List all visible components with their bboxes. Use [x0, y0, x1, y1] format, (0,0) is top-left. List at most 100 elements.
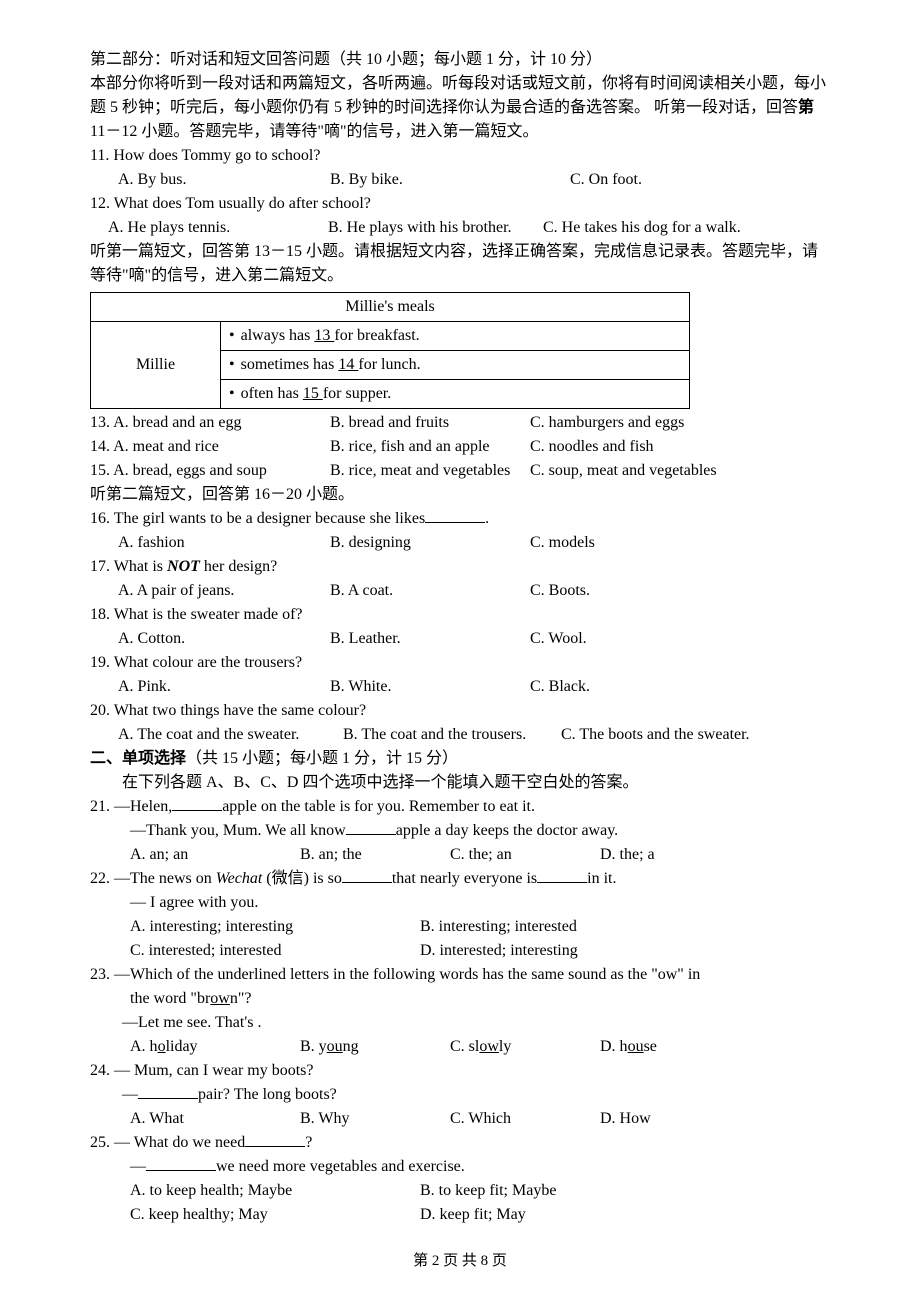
q15-c: C. soup, meat and vegetables: [530, 459, 717, 483]
q17-a: A. A pair of jeans.: [90, 579, 330, 603]
q22-a: A. interesting; interesting: [130, 915, 420, 939]
table-row-1: •always has 13 for breakfast.: [221, 322, 690, 351]
q24-options: A. What B. Why C. Which D. How: [90, 1107, 830, 1131]
q13-c: C. hamburgers and eggs: [530, 411, 684, 435]
q19-b: B. White.: [330, 675, 530, 699]
q16-s2: .: [485, 510, 489, 527]
q25-l1: 25. — What do we need?: [90, 1131, 830, 1155]
q20-b: B. The coat and the trousers.: [343, 723, 561, 747]
q16-c: C. models: [530, 531, 595, 555]
t: liday: [166, 1038, 198, 1055]
q13-options: 13. A. bread and an egg B. bread and fru…: [90, 411, 830, 435]
q21-l2: —Thank you, Mum. We all knowapple a day …: [90, 819, 830, 843]
q25-d: D. keep fit; May: [420, 1203, 526, 1227]
q20-c: C. The boots and the sweater.: [561, 723, 750, 747]
blank: [245, 1131, 305, 1147]
q25-b: B. to keep fit; Maybe: [420, 1179, 556, 1203]
q18-options: A. Cotton. B. Leather. C. Wool.: [90, 627, 830, 651]
q25-l1b: ?: [305, 1134, 312, 1151]
r1a: always has: [241, 327, 315, 344]
r3a: often has: [241, 385, 303, 402]
q18-stem: 18. What is the sweater made of?: [90, 603, 830, 627]
r3c: for supper.: [323, 385, 391, 402]
q11-stem: 11. How does Tommy go to school?: [90, 144, 830, 168]
q25-l2: —we need more vegetables and exercise.: [90, 1155, 830, 1179]
table-name: Millie: [91, 322, 221, 409]
blank: [346, 819, 396, 835]
bullet-icon: •: [229, 385, 241, 402]
q24-l2: —pair? The long boots?: [90, 1083, 830, 1107]
q22-l1a: 22. —The news on: [90, 870, 216, 887]
bullet-icon: •: [229, 356, 241, 373]
q14-c: C. noodles and fish: [530, 435, 654, 459]
q17-s1: 17. What is: [90, 558, 167, 575]
q23-l1bu: ow: [210, 990, 230, 1007]
q14-options: 14. A. meat and rice B. rice, fish and a…: [90, 435, 830, 459]
q22-b: B. interesting; interested: [420, 915, 577, 939]
section-2-title: 第二部分：听对话和短文回答问题（共 10 小题；每小题 1 分，计 10 分）: [90, 48, 830, 72]
q20-options: A. The coat and the sweater. B. The coat…: [90, 723, 830, 747]
q25-options-2: C. keep healthy; May D. keep fit; May: [90, 1203, 830, 1227]
q22-l2: — I agree with you.: [90, 891, 830, 915]
q15-a: 15. A. bread, eggs and soup: [90, 459, 330, 483]
q12-b: B. He plays with his brother.: [328, 216, 543, 240]
blank: [172, 795, 222, 811]
q11-a: A. By bus.: [90, 168, 330, 192]
q23-l1b2: n"?: [230, 990, 252, 1007]
q22-l1b: (微信) is so: [262, 870, 342, 887]
table-row-3: •often has 15 for supper.: [221, 380, 690, 409]
q20-a: A. The coat and the sweater.: [118, 723, 343, 747]
q23-l1b1: the word "br: [130, 990, 210, 1007]
q16-stem: 16. The girl wants to be a designer beca…: [90, 507, 830, 531]
q15-options: 15. A. bread, eggs and soup B. rice, mea…: [90, 459, 830, 483]
q17-stem: 17. What is NOT her design?: [90, 555, 830, 579]
q23-c: C. slowly: [450, 1035, 600, 1059]
q12-c: C. He takes his dog for a walk.: [543, 216, 741, 240]
q25-l1a: 25. — What do we need: [90, 1134, 245, 1151]
q23-b: B. young: [300, 1035, 450, 1059]
table-row-2: •sometimes has 14 for lunch.: [221, 351, 690, 380]
r1c: for breakfast.: [334, 327, 419, 344]
t: B. y: [300, 1038, 327, 1055]
part2-instr: 在下列各题 A、B、C、D 四个选项中选择一个能填入题干空白处的答案。: [90, 771, 830, 795]
q22-l1c: that nearly everyone is: [392, 870, 537, 887]
q18-b: B. Leather.: [330, 627, 530, 651]
meals-table: Millie's meals Millie •always has 13 for…: [90, 292, 690, 409]
q21-l1a: 21. —Helen,: [90, 798, 172, 815]
q25-c: C. keep healthy; May: [130, 1203, 420, 1227]
blank: [146, 1155, 216, 1171]
q17-b: B. A coat.: [330, 579, 530, 603]
t: ou: [327, 1038, 343, 1055]
intro-bold: 第: [798, 99, 814, 116]
t: ou: [628, 1038, 644, 1055]
table-header: Millie's meals: [91, 293, 690, 322]
bullet-icon: •: [229, 327, 241, 344]
q15-b: B. rice, meat and vegetables: [330, 459, 530, 483]
blank: [537, 867, 587, 883]
passage2-intro: 听第二篇短文，回答第 16－20 小题。: [90, 483, 830, 507]
q24-b: B. Why: [300, 1107, 450, 1131]
q12-a: A. He plays tennis.: [108, 216, 328, 240]
t: se: [644, 1038, 657, 1055]
q24-l2b: pair? The long boots?: [198, 1086, 337, 1103]
q11-options: A. By bus. B. By bike. C. On foot.: [90, 168, 830, 192]
q17-s2: her design?: [200, 558, 277, 575]
q23-l1b: the word "brown"?: [90, 987, 830, 1011]
p2s: （共 15 小题；每小题 1 分，计 15 分）: [186, 750, 458, 767]
q21-a: A. an; an: [130, 843, 300, 867]
q16-b: B. designing: [330, 531, 530, 555]
q12-options: A. He plays tennis. B. He plays with his…: [90, 216, 830, 240]
section-2-intro: 本部分你将听到一段对话和两篇短文，各听两遍。听每段对话或短文前，你将有时间阅读相…: [90, 72, 830, 144]
t: ly: [499, 1038, 511, 1055]
q14-b: B. rice, fish and an apple: [330, 435, 530, 459]
q11-b: B. By bike.: [330, 168, 570, 192]
intro-tail: 11－12 小题。答题完毕，请等待"嘀"的信号，进入第一篇短文。: [90, 123, 538, 140]
q24-a: A. What: [130, 1107, 300, 1131]
t: ng: [343, 1038, 359, 1055]
q22-options-2: C. interested; interested D. interested;…: [90, 939, 830, 963]
r3b: 15: [303, 385, 323, 402]
t: C. sl: [450, 1038, 479, 1055]
q24-d: D. How: [600, 1107, 651, 1131]
intro-text: 本部分你将听到一段对话和两篇短文，各听两遍。听每段对话或短文前，你将有时间阅读相…: [90, 75, 826, 116]
t: D. h: [600, 1038, 628, 1055]
